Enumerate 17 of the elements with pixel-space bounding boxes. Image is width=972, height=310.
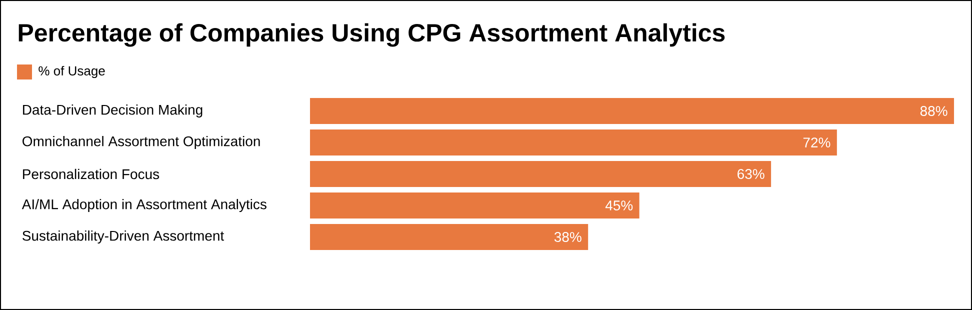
data-label: 38%: [554, 232, 582, 242]
data-label: 72%: [803, 138, 830, 148]
y-tick-label: Sustainability-Driven Assortment: [22, 230, 224, 244]
y-tick-label: Data-Driven Decision Making: [23, 104, 202, 118]
bar: [310, 224, 588, 250]
data-label: 88%: [920, 106, 948, 116]
bar: [310, 161, 772, 187]
y-tick-label: Personalization Focus: [23, 168, 160, 180]
legend-label: % of Usage: [38, 66, 105, 78]
y-tick-label: AI/ML Adoption in Assortment Analytics: [22, 198, 266, 212]
y-tick-label: Omnichannel Assortment Optimization: [22, 136, 260, 150]
chart-title: Percentage of Companies Using CPG Assortment Analytics: [18, 23, 725, 47]
bar: [310, 192, 640, 218]
bar: [310, 130, 837, 156]
data-label: 63%: [738, 169, 764, 179]
bar: [310, 98, 954, 124]
data-label: 45%: [605, 200, 633, 210]
